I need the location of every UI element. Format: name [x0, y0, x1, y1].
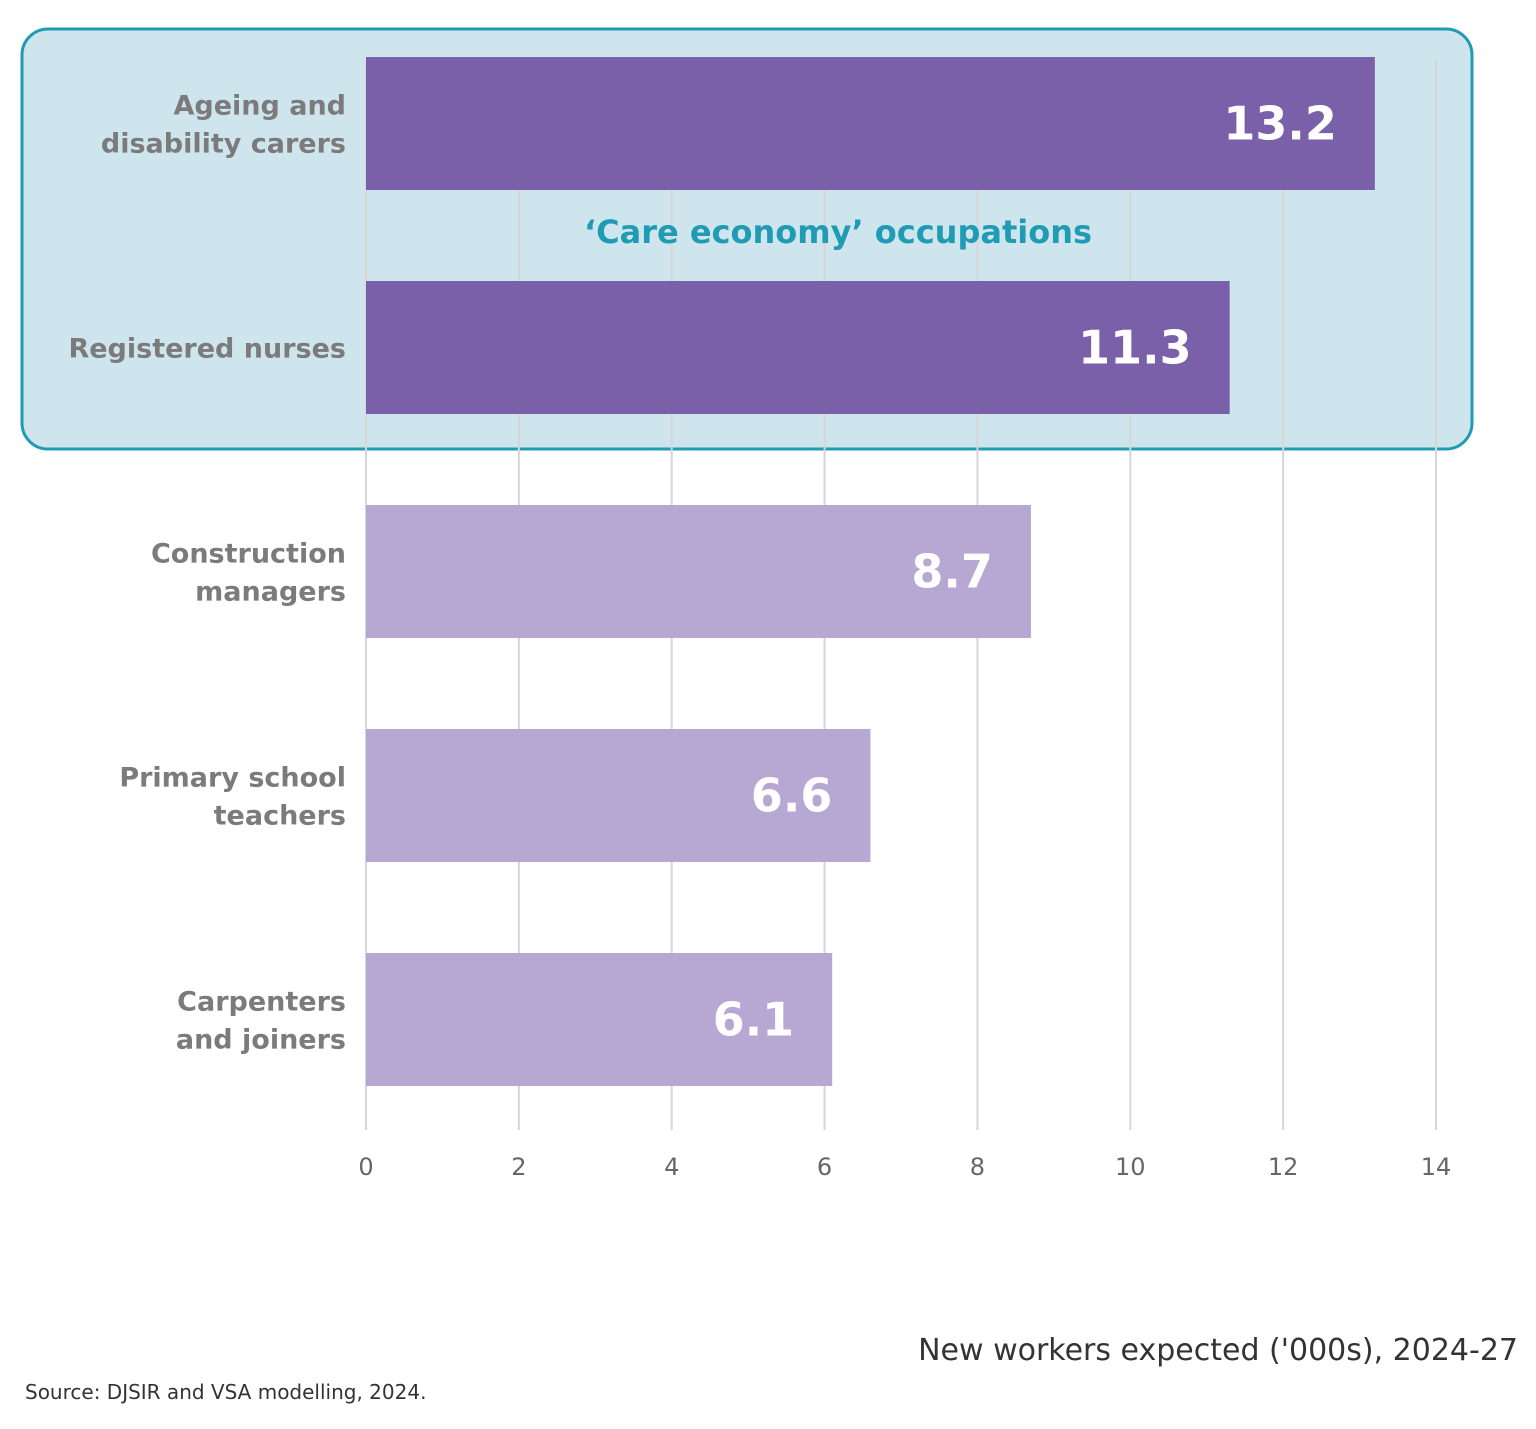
x-tick-label: 0: [358, 1153, 373, 1181]
bar: [366, 505, 1031, 638]
category-label: Primary school: [119, 763, 346, 794]
category-label: managers: [195, 577, 346, 608]
x-tick-label: 6: [817, 1153, 832, 1181]
x-tick-label: 8: [970, 1153, 985, 1181]
x-tick-label: 14: [1421, 1153, 1452, 1181]
bar-value-label: 6.1: [713, 993, 795, 1047]
x-axis-title: New workers expected ('000s), 2024-27: [918, 1333, 1518, 1368]
x-axis-ticks: 0 2 4 6 8 10 12 14: [358, 1153, 1451, 1181]
bar-value-label: 6.6: [751, 769, 833, 823]
category-label: and joiners: [176, 1025, 346, 1056]
bar: [366, 729, 871, 862]
x-tick-label: 12: [1268, 1153, 1299, 1181]
category-label: Ageing and: [173, 91, 346, 122]
category-label: Registered nurses: [68, 334, 346, 365]
highlight-group-label: ‘Care economy’ occupations: [584, 213, 1092, 251]
bar: [366, 953, 833, 1086]
category-label: teachers: [214, 801, 346, 832]
category-label: Carpenters: [177, 987, 346, 1018]
bar: [366, 281, 1230, 414]
bars: [366, 57, 1375, 1086]
x-tick-label: 4: [664, 1153, 679, 1181]
bar-value-label: 8.7: [911, 545, 993, 599]
value-labels: 13.2 11.3 8.7 6.6 6.1: [713, 97, 1337, 1047]
category-label: disability carers: [101, 129, 346, 160]
x-tick-label: 10: [1115, 1153, 1146, 1181]
x-tick-label: 2: [511, 1153, 526, 1181]
bar-value-label: 13.2: [1223, 97, 1337, 151]
source-note: Source: DJSIR and VSA modelling, 2024.: [25, 1380, 426, 1404]
bar: [366, 57, 1375, 190]
bar-value-label: 11.3: [1078, 321, 1192, 375]
category-labels: Ageing and disability carers Registered nu…: [68, 91, 346, 1056]
category-label: Construction: [151, 539, 346, 570]
